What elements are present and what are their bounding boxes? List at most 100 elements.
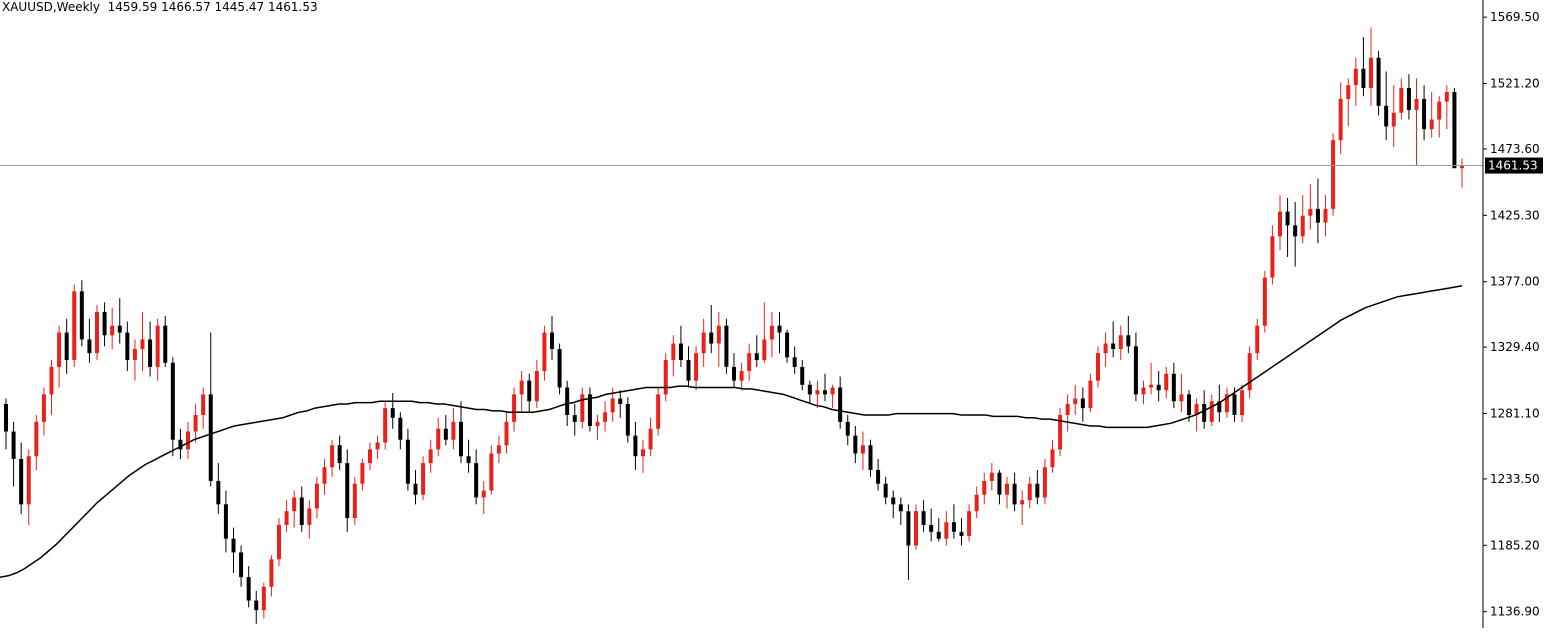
candle-body (481, 490, 486, 498)
candle-body (1293, 225, 1298, 237)
candle (868, 439, 873, 477)
candle (1452, 87, 1457, 169)
candle-body (1027, 483, 1032, 501)
candle (307, 500, 312, 539)
candle-body (709, 332, 714, 344)
candle (474, 449, 479, 505)
candle (633, 421, 638, 470)
candle (1012, 472, 1017, 512)
candle (208, 332, 213, 487)
candle (421, 456, 426, 501)
candle-body (883, 483, 888, 498)
candle-body (246, 577, 251, 601)
candle (1285, 197, 1290, 257)
candle (762, 302, 767, 363)
candle-body (747, 353, 752, 372)
candle (982, 472, 987, 505)
candle (815, 380, 820, 409)
candle (163, 316, 168, 367)
candle-body (436, 428, 441, 450)
candle (269, 555, 274, 597)
candle-body (57, 332, 62, 367)
candle-body (1331, 140, 1336, 209)
candle-body (1042, 467, 1047, 498)
candle (929, 508, 934, 542)
candle-body (527, 380, 532, 402)
candle-body (1247, 353, 1252, 391)
candle (1384, 71, 1389, 141)
price-tick-label: 1136.90 (1490, 605, 1540, 619)
candle (398, 412, 403, 450)
candle (1338, 82, 1343, 154)
candle (663, 353, 668, 402)
candle (186, 421, 190, 459)
candle (375, 435, 380, 459)
candle (1209, 394, 1214, 426)
candle-body (49, 366, 54, 395)
candle-body (1088, 380, 1093, 409)
candle-body (1217, 401, 1222, 413)
candle-body (565, 387, 570, 416)
candle (959, 518, 964, 546)
candle-body (1050, 449, 1055, 468)
candle (845, 415, 850, 446)
candle-body (656, 394, 661, 429)
candle (671, 335, 676, 377)
candle-body (550, 332, 554, 350)
candle-body (1209, 401, 1214, 422)
candle-body (1240, 390, 1245, 416)
candle-body (1444, 92, 1449, 102)
candle-body (823, 390, 827, 395)
candle (1460, 158, 1464, 188)
candle-body (1278, 211, 1282, 237)
price-tick-label: 1233.50 (1490, 472, 1540, 486)
candle-body (413, 483, 418, 495)
candle-body (110, 325, 115, 336)
candle (951, 504, 956, 539)
current-price-tag-label: 1461.53 (1488, 159, 1538, 173)
candle-body (1369, 57, 1373, 88)
candle-body (1096, 353, 1100, 381)
candle-body (1452, 92, 1457, 169)
candle (557, 343, 562, 395)
candle (322, 458, 327, 495)
candle-body (898, 504, 903, 512)
price-axis[interactable]: 1569.50 1521.20 1473.60 1425.30 1377.00 1329.… (1482, 0, 1543, 628)
candle-body (1323, 208, 1328, 223)
candle (1080, 387, 1085, 422)
candle (330, 439, 335, 477)
candle-body (906, 511, 911, 546)
price-tick-label: 1521.20 (1490, 77, 1540, 91)
candle (57, 325, 62, 388)
candle-body (1111, 343, 1116, 350)
candle-body (762, 339, 767, 361)
current-price-tag (1485, 157, 1543, 174)
candle-body (1118, 335, 1123, 350)
candle (1164, 366, 1169, 399)
candle-body (1338, 98, 1343, 141)
candle-body (1391, 112, 1396, 127)
candle-body (724, 325, 729, 367)
candle-body (785, 332, 790, 358)
symbol-timeframe: XAUUSD,Weekly (2, 0, 100, 14)
candle-body (1005, 483, 1009, 495)
candle-body (132, 349, 137, 361)
candle-body (792, 357, 797, 367)
candle (876, 458, 881, 491)
candle-body (345, 463, 350, 519)
candle-body (383, 408, 388, 443)
candle (777, 311, 782, 354)
candle-body (193, 415, 198, 432)
candle (261, 582, 266, 619)
candle (1429, 92, 1434, 138)
candle (34, 415, 39, 470)
candle-body (330, 445, 335, 468)
candle-body (686, 360, 691, 381)
candle-body (504, 421, 509, 446)
candle-body (11, 431, 16, 459)
open-value: 1459.59 (107, 0, 158, 14)
candle-body (1156, 384, 1161, 391)
candle-body (876, 469, 881, 484)
